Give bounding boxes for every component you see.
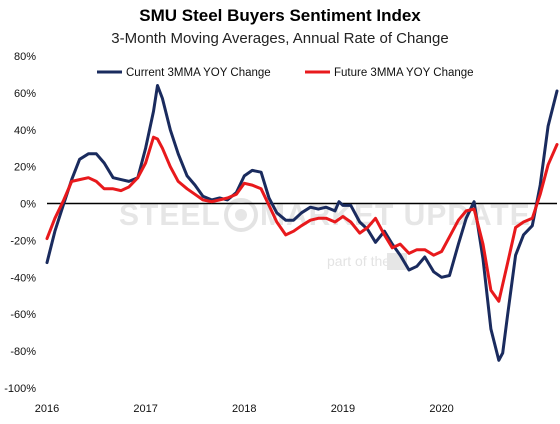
y-tick-label: 0%	[20, 199, 36, 211]
y-tick-label: -100%	[4, 383, 36, 395]
chart-title: SMU Steel Buyers Sentiment Index	[139, 6, 421, 25]
y-tick-label: -60%	[10, 309, 36, 321]
y-tick-label: 40%	[14, 125, 36, 137]
series-layer	[45, 84, 559, 362]
legend-label: Current 3MMA YOY Change	[126, 67, 271, 79]
y-tick-label: -80%	[10, 346, 36, 358]
x-tick-label: 2020	[429, 403, 453, 415]
watermark-tagline: part of the	[327, 253, 390, 269]
y-tick-label: -40%	[10, 272, 36, 284]
axes: 80% 60% 40% 20% 0% -20% -40% -60% -80% -100% 2016 2…	[4, 51, 557, 415]
x-tick-label: 2019	[331, 403, 355, 415]
watermark-brand-left: STEEL	[119, 199, 221, 232]
y-tick-label: 80%	[14, 51, 36, 63]
watermark-brand-right: MARKET UPDATE	[260, 199, 531, 232]
watermark: STEEL MARKET UPDATE part of the	[119, 198, 531, 270]
legend: Current 3MMA YOY Change Future 3MMA YOY C…	[97, 67, 474, 79]
watermark-gear-icon	[224, 198, 258, 232]
x-tick-label: 2016	[35, 403, 59, 415]
x-tick-label: 2018	[232, 403, 256, 415]
x-tick-label: 2017	[133, 403, 157, 415]
legend-label: Future 3MMA YOY Change	[334, 67, 474, 79]
chart-subtitle: 3-Month Moving Averages, Annual Rate of …	[111, 30, 448, 47]
y-tick-label: -20%	[10, 235, 36, 247]
series-line-future	[45, 135, 559, 303]
y-tick-label: 20%	[14, 162, 36, 174]
y-tick-label: 60%	[14, 88, 36, 100]
